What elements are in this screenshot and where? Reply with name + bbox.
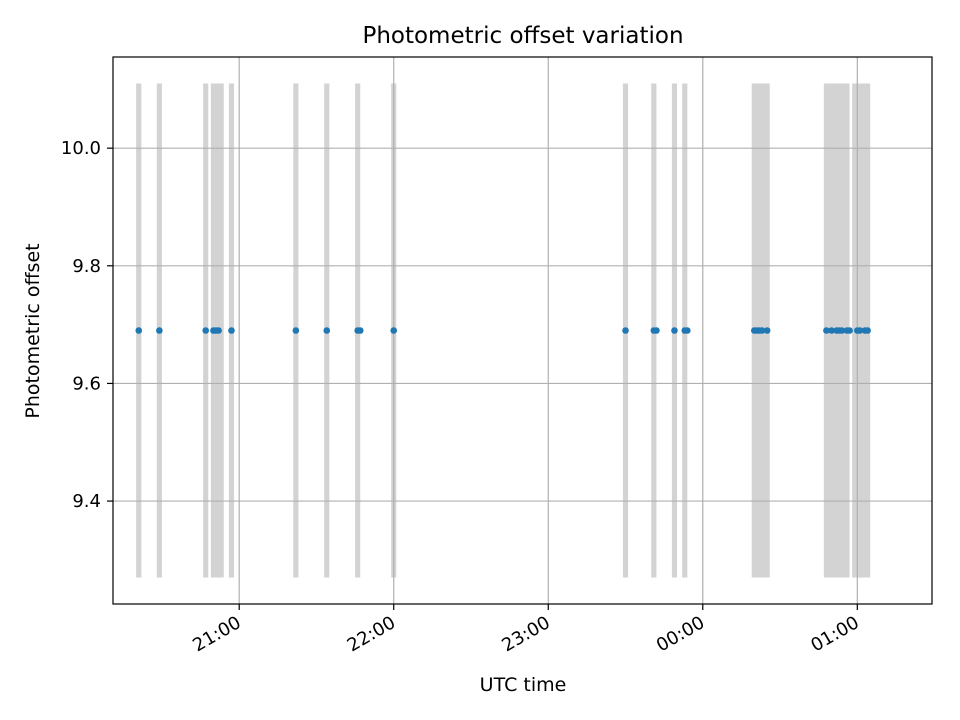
plot-frame (112, 56, 933, 605)
y-tick-label: 9.8 (72, 256, 101, 277)
chart-title: Photometric offset variation (362, 23, 683, 49)
data-point (864, 327, 871, 334)
data-point (622, 327, 629, 334)
data-point (390, 327, 398, 334)
data-points (135, 327, 871, 334)
data-point (823, 327, 830, 334)
data-point (846, 327, 853, 334)
data-point (763, 327, 771, 334)
y-tick-label: 9.6 (72, 373, 101, 394)
data-point (156, 327, 163, 334)
data-point (684, 327, 691, 334)
y-tick-label: 9.4 (72, 491, 101, 512)
x-axis-title: UTC time (480, 674, 567, 696)
data-point (202, 327, 210, 334)
data-point (828, 327, 835, 334)
data-point (356, 327, 364, 334)
y-axis-ticks: 9.4 9.6 9.8 10.0 (61, 138, 113, 512)
data-point (135, 327, 143, 334)
data-point (292, 327, 300, 334)
data-point (758, 327, 766, 334)
y-tick-label: 10.0 (61, 138, 101, 159)
data-point (838, 327, 846, 334)
data-point (323, 327, 331, 334)
y-axis-title: Photometric offset (22, 243, 44, 418)
data-point (856, 327, 864, 334)
data-point (215, 327, 222, 334)
data-point (228, 327, 235, 334)
data-point (653, 327, 660, 334)
data-point (671, 327, 678, 334)
